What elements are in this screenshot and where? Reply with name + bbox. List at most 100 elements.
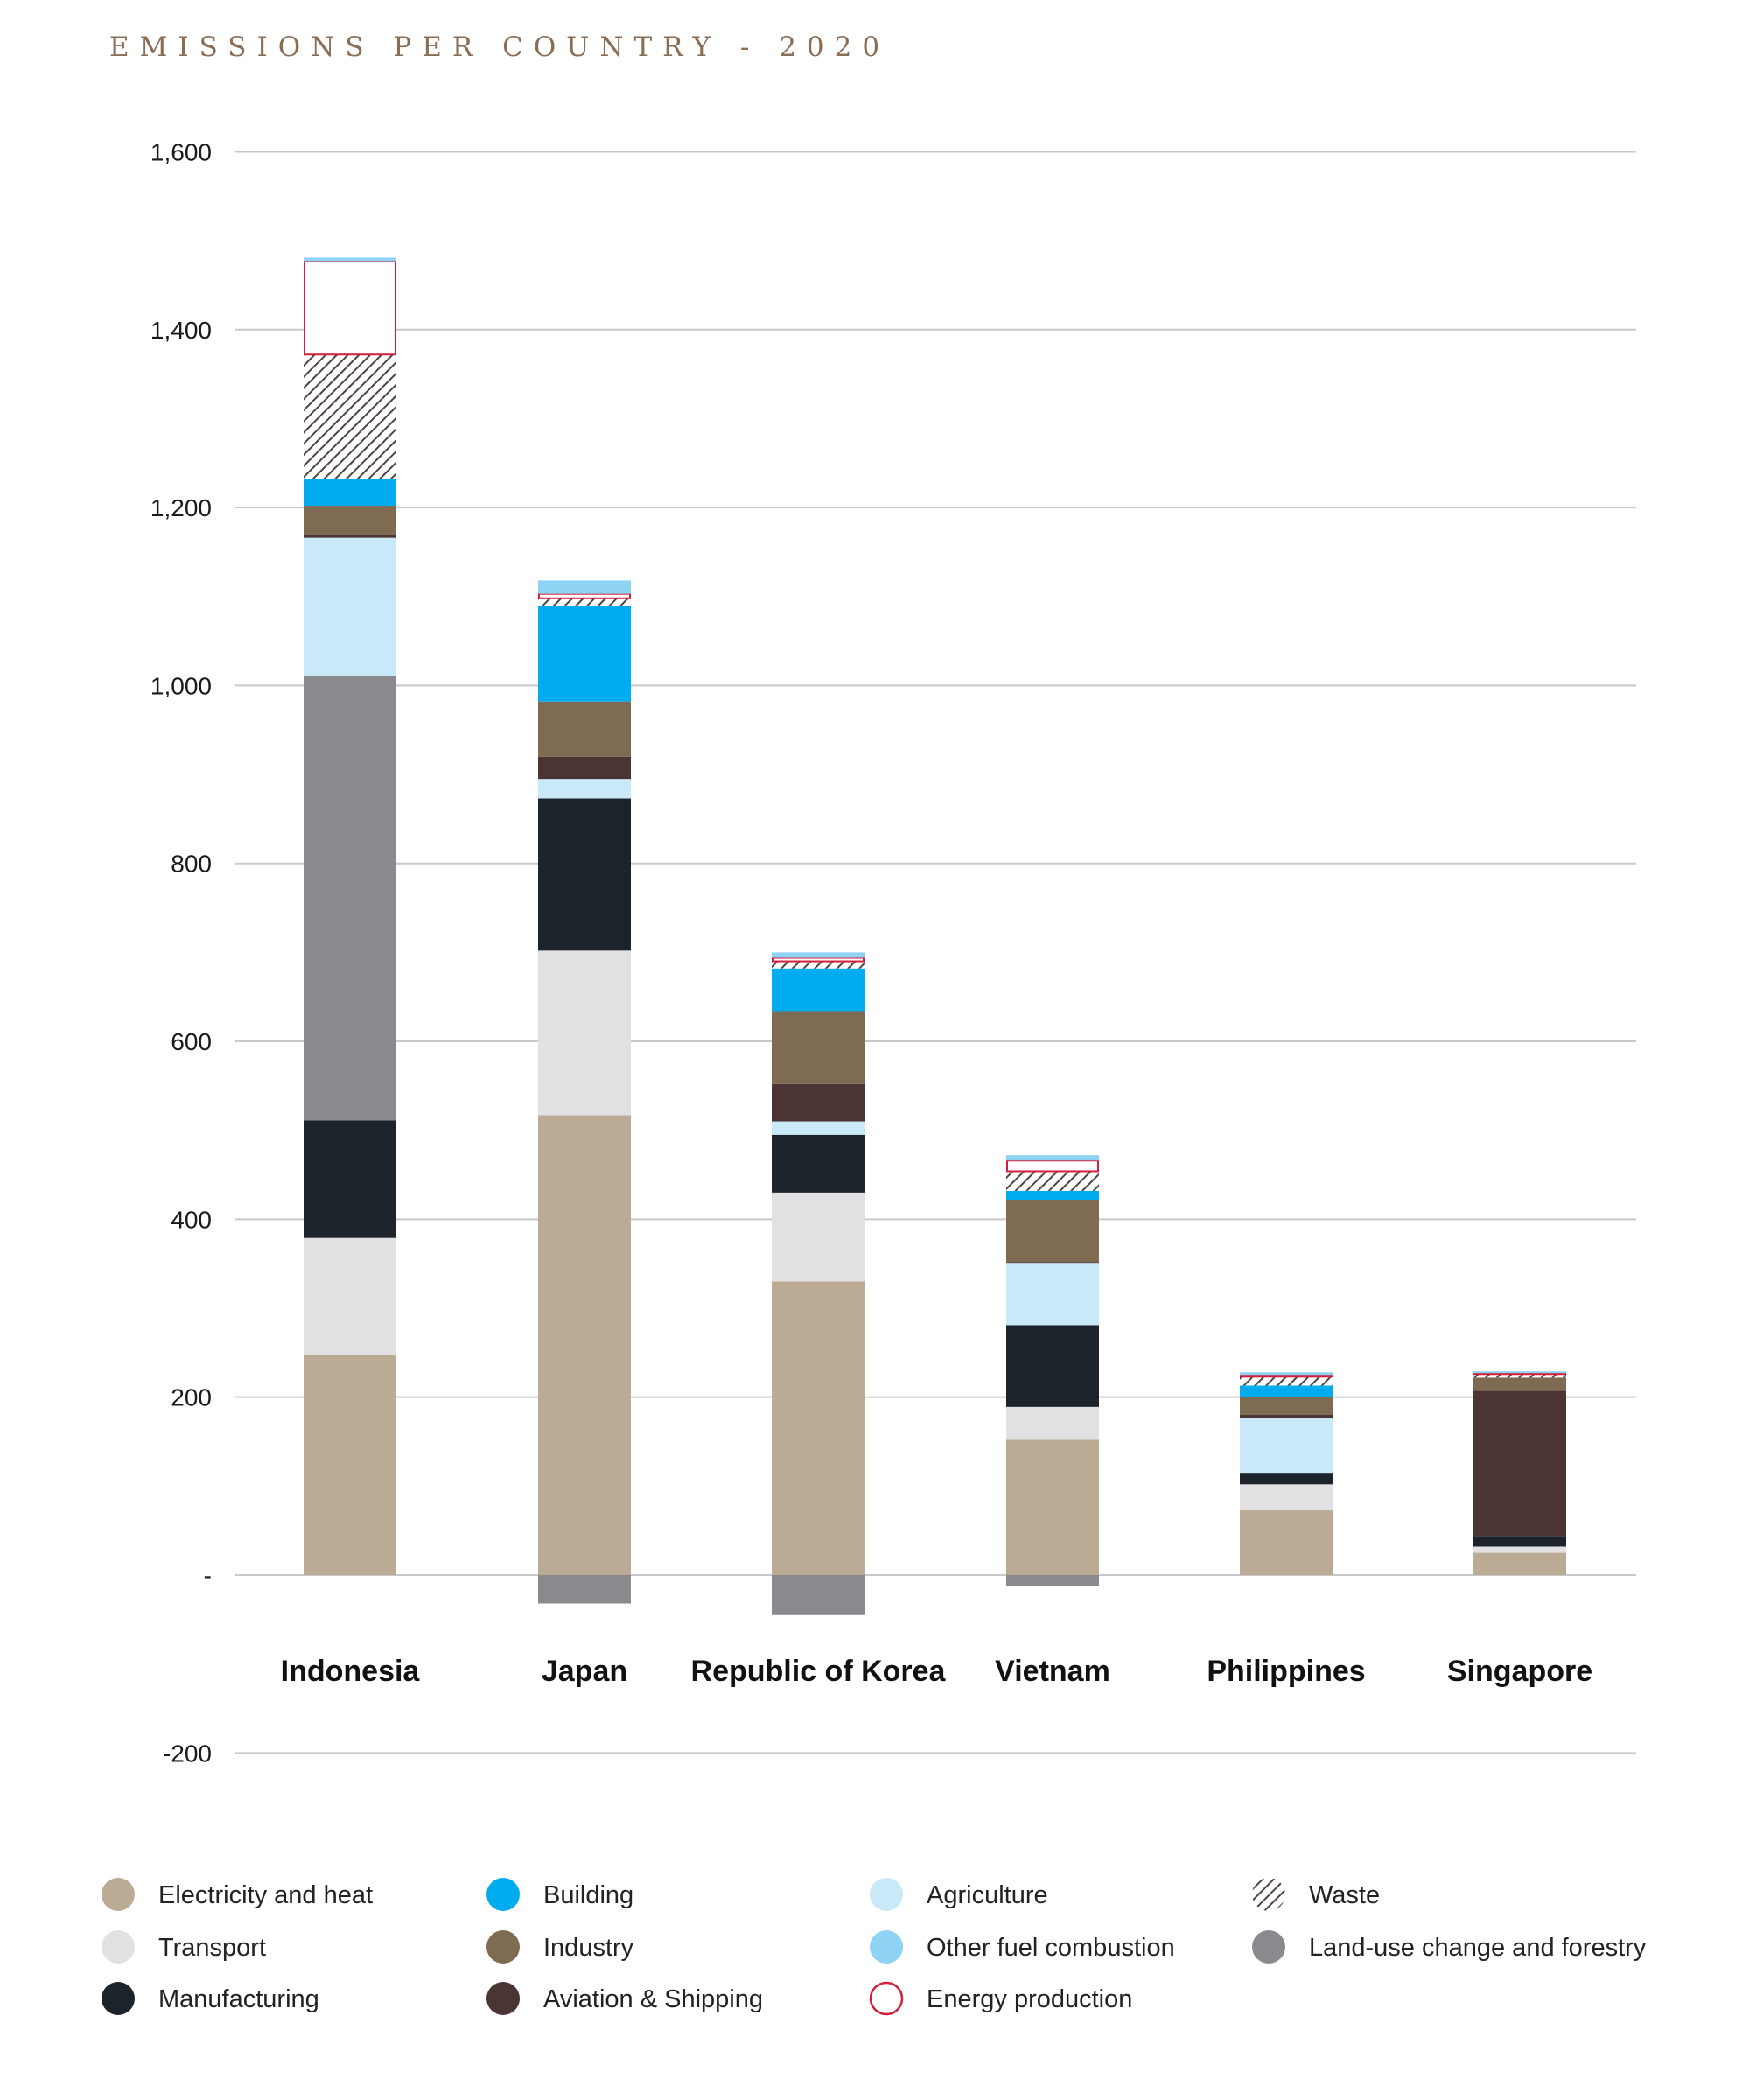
bar-segment-electricity-and-heat: [1240, 1509, 1333, 1575]
bar-segment-waste: [772, 961, 864, 969]
legend-item-industry: Industry: [486, 1930, 634, 1964]
x-category-label-japan: Japan: [542, 1655, 627, 1688]
bar-segment-other-fuel-combustion: [538, 580, 631, 594]
bar-segment-manufacturing: [304, 1120, 396, 1238]
legend-swatch: [869, 1981, 904, 2016]
bar-segment-aviation-and-shipping: [1006, 1262, 1099, 1264]
bar-segment-building: [538, 605, 631, 702]
y-tick-label: 1,400: [150, 317, 212, 344]
bar-segment-electricity-and-heat: [304, 1354, 396, 1575]
bar-segment-energy-production: [304, 260, 396, 356]
bar-segment-agriculture: [772, 1121, 864, 1135]
bar-segment-transport: [1006, 1406, 1099, 1440]
x-axis-categories: Indonesia Japan Republic of Korea Vietnam Ph…: [281, 1655, 1592, 1688]
legend-item-agriculture: Agriculture: [870, 1878, 1048, 1911]
bar-segment-waste: [1474, 1374, 1566, 1378]
bar-segment-land-use-change-and-forestry: [538, 1575, 631, 1604]
bar-segment-energy-production: [1474, 1372, 1566, 1376]
legend-label: Waste: [1309, 1881, 1380, 1909]
legend-label: Energy production: [927, 1985, 1132, 2013]
legend-label: Aviation & Shipping: [543, 1985, 763, 2013]
x-category-label-indonesia: Indonesia: [281, 1655, 421, 1688]
legend-item-aviation-and-shipping: Aviation & Shipping: [486, 1982, 763, 2015]
legend-item-other-fuel-combustion: Other fuel combustion: [870, 1930, 1175, 1964]
bar-stack-vietnam: [1006, 1155, 1099, 1586]
bar-segment-electricity-and-heat: [1006, 1439, 1099, 1575]
legend-label: Electricity and heat: [158, 1881, 373, 1909]
legend-swatch: [870, 1878, 903, 1911]
bar-stack-japan: [538, 580, 631, 1604]
y-tick-label: 1,000: [150, 672, 212, 699]
legend-item-energy-production: Energy production: [869, 1981, 1132, 2016]
bar-segment-building: [1240, 1385, 1333, 1397]
chart-title: EMISSIONS PER COUNTRY - 2020: [109, 32, 890, 63]
bar-segment-land-use-change-and-forestry: [772, 1575, 864, 1615]
legend-swatch: [486, 1930, 520, 1964]
bar-segment-aviation-and-shipping: [772, 1083, 864, 1122]
bar-segment-energy-production: [772, 956, 864, 962]
bar-segment-other-fuel-combustion: [304, 257, 396, 262]
legend-swatch: [486, 1982, 520, 2015]
legend-swatch: [102, 1930, 135, 1964]
bar-segment-transport: [772, 1192, 864, 1282]
bar-segment-electricity-and-heat: [1474, 1552, 1566, 1575]
legend-label: Manufacturing: [158, 1985, 319, 2013]
bars: [304, 257, 1566, 1615]
legend-swatch: [102, 1982, 135, 2015]
y-tick-label: 1,600: [150, 138, 212, 165]
bar-segment-manufacturing: [1006, 1325, 1099, 1407]
bar-segment-aviation-and-shipping: [1240, 1415, 1333, 1418]
bar-segment-waste: [538, 598, 631, 606]
bar-segment-land-use-change-and-forestry: [304, 676, 396, 1121]
legend-swatch: [1252, 1930, 1285, 1964]
x-category-label-philippines: Philippines: [1207, 1655, 1365, 1688]
bar-segment-manufacturing: [538, 798, 631, 951]
legend-item-building: Building: [486, 1878, 634, 1911]
bar-segment-other-fuel-combustion: [772, 952, 864, 958]
bar-segment-land-use-change-and-forestry: [1006, 1575, 1099, 1586]
bar-segment-energy-production: [1006, 1159, 1099, 1172]
bar-segment-waste: [1240, 1376, 1333, 1386]
bar-segment-transport: [1474, 1546, 1566, 1553]
y-axis-ticks: 1,600 1,400 1,200 1,000 800 600 400 200 - -200: [150, 138, 212, 1767]
legend: Electricity and heat Building Agriculture W…: [102, 1878, 1647, 2016]
bar-segment-transport: [304, 1237, 396, 1355]
bar-segment-waste: [304, 354, 396, 480]
x-category-label-republic-of-korea: Republic of Korea: [691, 1655, 947, 1688]
legend-item-transport: Transport: [102, 1930, 266, 1964]
bar-segment-industry: [538, 701, 631, 757]
y-tick-label: 600: [171, 1028, 212, 1055]
legend-label: Industry: [543, 1934, 634, 1962]
legend-item-land-use-change-and-forestry: Land-use change and forestry: [1252, 1930, 1647, 1964]
bar-stack-singapore: [1474, 1371, 1566, 1575]
legend-label: Building: [543, 1881, 634, 1909]
bar-segment-waste: [1006, 1171, 1099, 1191]
bar-segment-agriculture: [304, 537, 396, 676]
bar-segment-electricity-and-heat: [538, 1115, 631, 1575]
legend-label: Other fuel combustion: [927, 1934, 1175, 1962]
legend-item-manufacturing: Manufacturing: [102, 1982, 319, 2015]
bar-segment-electricity-and-heat: [772, 1281, 864, 1575]
bar-segment-manufacturing: [772, 1134, 864, 1193]
bar-segment-other-fuel-combustion: [1474, 1371, 1566, 1374]
bar-segment-agriculture: [538, 779, 631, 799]
bar-segment-energy-production: [1240, 1374, 1333, 1378]
bar-segment-other-fuel-combustion: [1240, 1372, 1333, 1376]
bar-segment-transport: [1240, 1484, 1333, 1510]
bar-segment-energy-production: [538, 592, 631, 599]
legend-item-waste: Waste: [1252, 1878, 1380, 1911]
bar-stack-philippines: [1240, 1372, 1333, 1575]
bar-segment-agriculture: [1240, 1418, 1333, 1474]
legend-swatch: [486, 1878, 520, 1911]
y-tick-label: -: [204, 1562, 212, 1589]
bar-segment-manufacturing: [1474, 1536, 1566, 1547]
x-category-label-singapore: Singapore: [1447, 1655, 1592, 1688]
bar-segment-manufacturing: [1240, 1473, 1333, 1485]
bar-stack-republic-of-korea: [772, 952, 864, 1615]
bar-segment-building: [772, 968, 864, 1012]
y-tick-label: 400: [171, 1206, 212, 1233]
legend-label: Agriculture: [927, 1881, 1048, 1909]
bar-segment-industry: [1240, 1396, 1333, 1416]
